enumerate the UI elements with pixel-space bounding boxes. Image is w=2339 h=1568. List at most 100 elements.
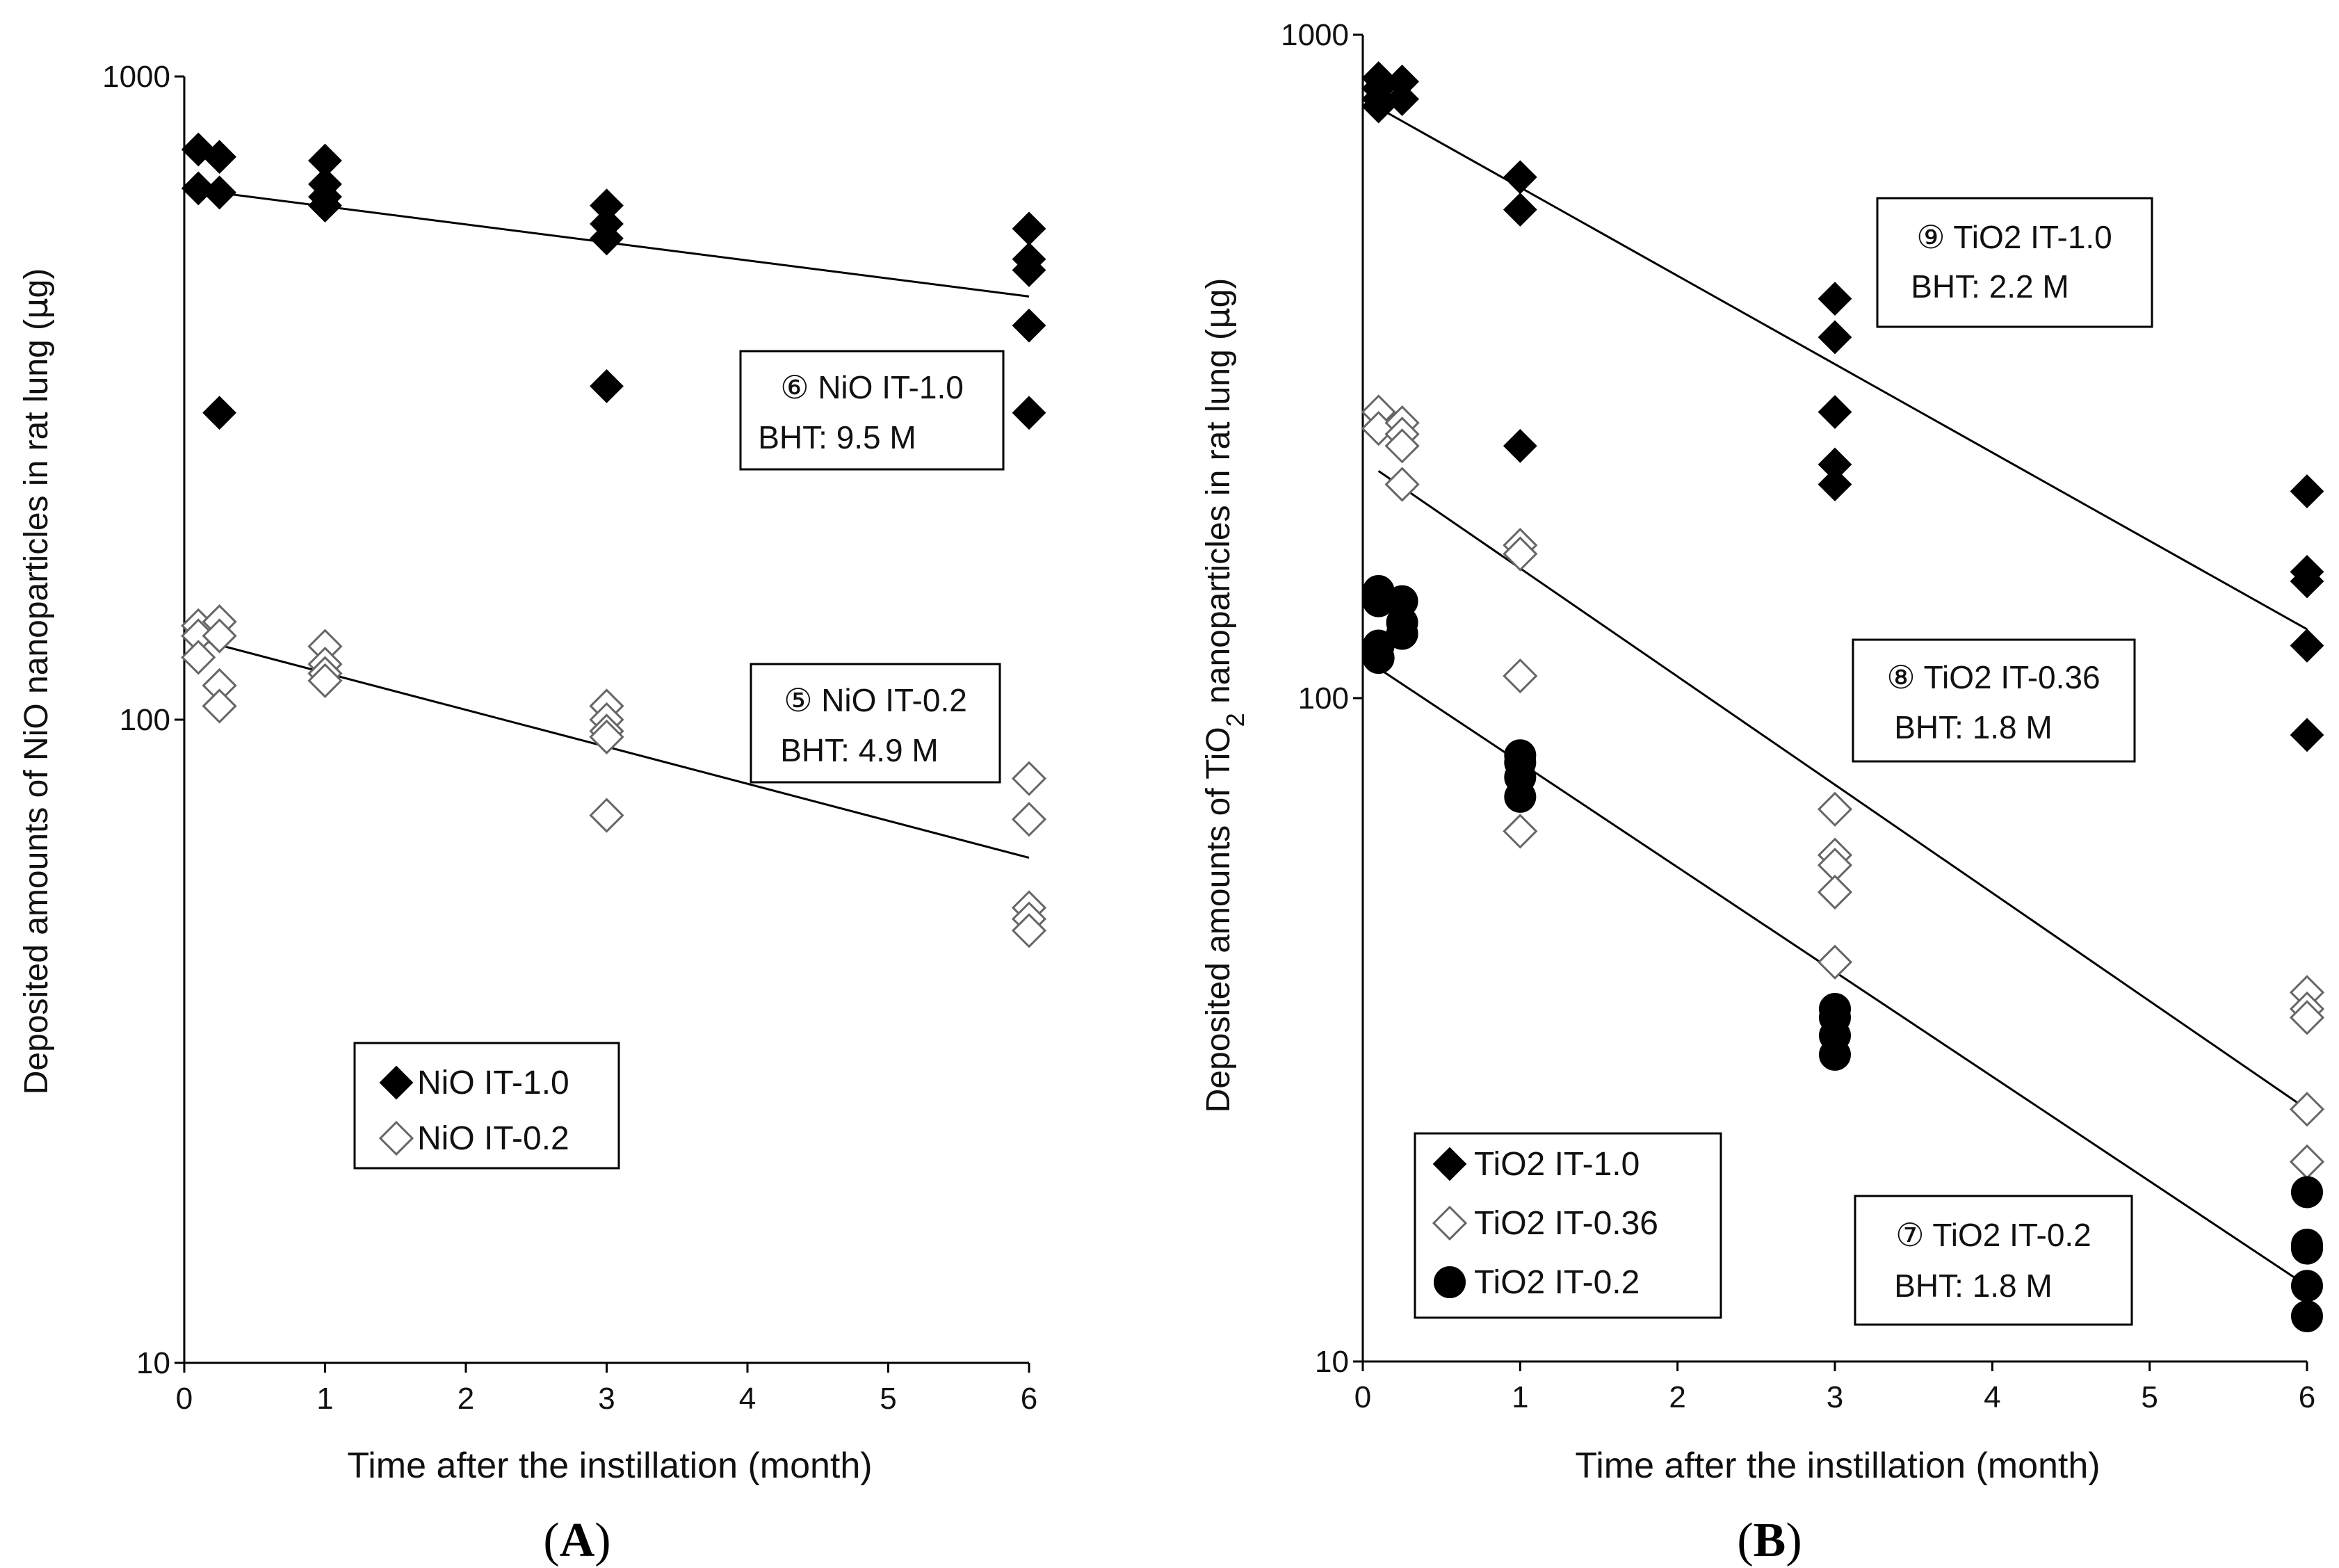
data-point-series-2 bbox=[1503, 536, 1538, 572]
data-point-series-1 bbox=[1503, 160, 1537, 195]
data-point-series-2 bbox=[1384, 467, 1420, 502]
chart-b-panel-label: (B) bbox=[1737, 1514, 1802, 1567]
data-point-series-2 bbox=[589, 798, 624, 833]
legend-label-tio2-1-0: TiO2 IT-1.0 bbox=[1474, 1146, 1640, 1183]
legend-label-tio2-0-36: TiO2 IT-0.36 bbox=[1474, 1205, 1658, 1242]
data-point-series-1 bbox=[2290, 629, 2324, 663]
legend-marker-tio2-0-2 bbox=[1434, 1266, 1466, 1298]
fit-line-2 bbox=[1377, 470, 2308, 1110]
annotation-tio2-0-2-bht: BHT: 1.8 M bbox=[1894, 1268, 2053, 1304]
y-tick-label: 10 bbox=[136, 1346, 170, 1380]
x-tick-label: 5 bbox=[880, 1382, 896, 1416]
data-point-series-2 bbox=[1011, 761, 1047, 796]
x-tick-label: 1 bbox=[1512, 1380, 1528, 1414]
data-point-series-2 bbox=[2289, 1092, 2325, 1127]
chart-a-x-axis: 0 1 2 3 4 5 6 bbox=[176, 1363, 1037, 1416]
annotation-tio2-0-2: ⑦ TiO2 IT-0.2 BHT: 1.8 M bbox=[1854, 1195, 2133, 1326]
legend-label-tio2-0-2: TiO2 IT-0.2 bbox=[1474, 1264, 1640, 1301]
x-tick-label: 0 bbox=[176, 1382, 193, 1416]
legend-label-nio-0-2: NiO IT-0.2 bbox=[417, 1120, 569, 1157]
x-tick-label: 1 bbox=[316, 1382, 333, 1416]
data-point-series-3 bbox=[1386, 617, 1418, 650]
data-point-series-2 bbox=[202, 618, 237, 654]
data-point-series-1 bbox=[1818, 467, 1852, 502]
data-point-series-2 bbox=[1503, 658, 1538, 694]
data-point-series-3 bbox=[2291, 1300, 2323, 1332]
y-tick-label: 1000 bbox=[1281, 18, 1349, 52]
data-point-series-1 bbox=[1818, 282, 1852, 316]
data-point-series-1 bbox=[202, 140, 237, 174]
x-tick-label: 5 bbox=[2141, 1380, 2158, 1414]
fit-line-1 bbox=[1362, 98, 2308, 631]
chart-a-points bbox=[181, 132, 1047, 948]
annotation-tio2-0-36: ⑧ TiO2 IT-0.36 BHT: 1.8 M bbox=[1852, 638, 2136, 763]
data-point-series-1 bbox=[1012, 396, 1046, 430]
legend-marker bbox=[1434, 1266, 1466, 1298]
data-point-series-1 bbox=[2290, 564, 2324, 599]
chart-a-legend: NiO IT-1.0 NiO IT-0.2 bbox=[353, 1042, 620, 1170]
legend-marker bbox=[378, 1120, 414, 1156]
chart-a-ylabel: Deposited amounts of NiO nanoparticles i… bbox=[17, 268, 56, 1094]
x-tick-label: 6 bbox=[2299, 1380, 2315, 1414]
annotation-tio2-1-0-bht: BHT: 2.2 M bbox=[1911, 268, 2069, 305]
legend-marker bbox=[1432, 1205, 1468, 1241]
data-point-series-3 bbox=[2291, 1270, 2323, 1302]
chart-b-x-axis: 0 1 2 3 4 5 6 bbox=[1354, 1361, 2315, 1414]
y-tick-label: 1000 bbox=[102, 60, 170, 94]
x-tick-label: 4 bbox=[739, 1382, 756, 1416]
annotation-tio2-1-0: ⑨ TiO2 IT-1.0 BHT: 2.2 M bbox=[1876, 197, 2153, 328]
data-point-series-1 bbox=[1818, 395, 1852, 429]
x-tick-label: 3 bbox=[1827, 1380, 1843, 1414]
data-point-series-3 bbox=[1362, 642, 1395, 674]
data-point-series-1 bbox=[2290, 718, 2324, 752]
data-point-series-2 bbox=[307, 663, 343, 698]
data-point-series-1 bbox=[202, 175, 237, 210]
data-point-series-2 bbox=[1817, 874, 1853, 910]
annotation-nio-0-2: ⑤ NiO IT-0.2 BHT: 4.9 M bbox=[750, 663, 1001, 784]
data-point-series-2 bbox=[1384, 428, 1420, 464]
data-point-series-1 bbox=[1012, 308, 1046, 343]
annotation-nio-1-0: ⑥ NiO IT-1.0 BHT: 9.5 M bbox=[739, 350, 1005, 471]
x-tick-label: 0 bbox=[1354, 1380, 1371, 1414]
annotation-nio-1-0-title: ⑥ NiO IT-1.0 bbox=[780, 369, 964, 405]
annotation-nio-1-0-bht: BHT: 9.5 M bbox=[758, 419, 916, 455]
data-point-series-1 bbox=[1818, 320, 1852, 355]
chart-b: Deposited amounts of TiO2 nanoparticles … bbox=[1199, 18, 2325, 1567]
legend-marker-tio2-1-0 bbox=[1432, 1147, 1467, 1181]
data-point-series-2 bbox=[181, 640, 216, 675]
data-point-series-2 bbox=[589, 719, 624, 754]
chart-b-y-axis: 10 100 1000 bbox=[1281, 18, 1363, 1379]
data-point-series-1 bbox=[308, 188, 342, 223]
annotation-nio-0-2-bht: BHT: 4.9 M bbox=[780, 732, 939, 768]
data-point-series-2 bbox=[1011, 913, 1047, 948]
x-tick-label: 2 bbox=[1669, 1380, 1685, 1414]
data-point-series-2 bbox=[1817, 791, 1853, 827]
chart-a-xlabel: Time after the instillation (month) bbox=[347, 1446, 872, 1486]
data-point-series-2 bbox=[1503, 814, 1538, 849]
data-point-series-1 bbox=[1012, 211, 1046, 246]
y-tick-label: 100 bbox=[120, 703, 170, 737]
annotation-nio-0-2-title: ⑤ NiO IT-0.2 bbox=[784, 682, 967, 718]
x-tick-label: 3 bbox=[598, 1382, 615, 1416]
data-point-series-3 bbox=[1819, 1038, 1851, 1071]
data-point-series-1 bbox=[2290, 474, 2324, 509]
legend-marker bbox=[379, 1065, 414, 1100]
data-point-series-2 bbox=[202, 688, 237, 724]
data-point-series-2 bbox=[2289, 1144, 2325, 1179]
data-point-series-3 bbox=[2291, 1232, 2323, 1265]
legend-marker-tio2-0-36 bbox=[1432, 1205, 1468, 1241]
data-point-series-2 bbox=[1817, 944, 1853, 980]
y-tick-label: 10 bbox=[1315, 1345, 1349, 1379]
x-tick-label: 4 bbox=[1984, 1380, 2000, 1414]
chart-b-points bbox=[1361, 61, 2325, 1332]
x-tick-label: 6 bbox=[1021, 1382, 1037, 1416]
data-point-series-1 bbox=[1385, 82, 1419, 116]
data-point-series-1 bbox=[1503, 428, 1537, 463]
legend-marker-nio-1-0 bbox=[379, 1065, 414, 1100]
legend-label-nio-1-0: NiO IT-1.0 bbox=[417, 1065, 569, 1101]
annotation-tio2-1-0-title: ⑨ TiO2 IT-1.0 bbox=[1916, 219, 2112, 255]
y-tick-label: 100 bbox=[1298, 681, 1349, 716]
chart-a-y-axis: 10 100 1000 bbox=[102, 60, 184, 1380]
data-point-series-3 bbox=[2291, 1176, 2323, 1209]
